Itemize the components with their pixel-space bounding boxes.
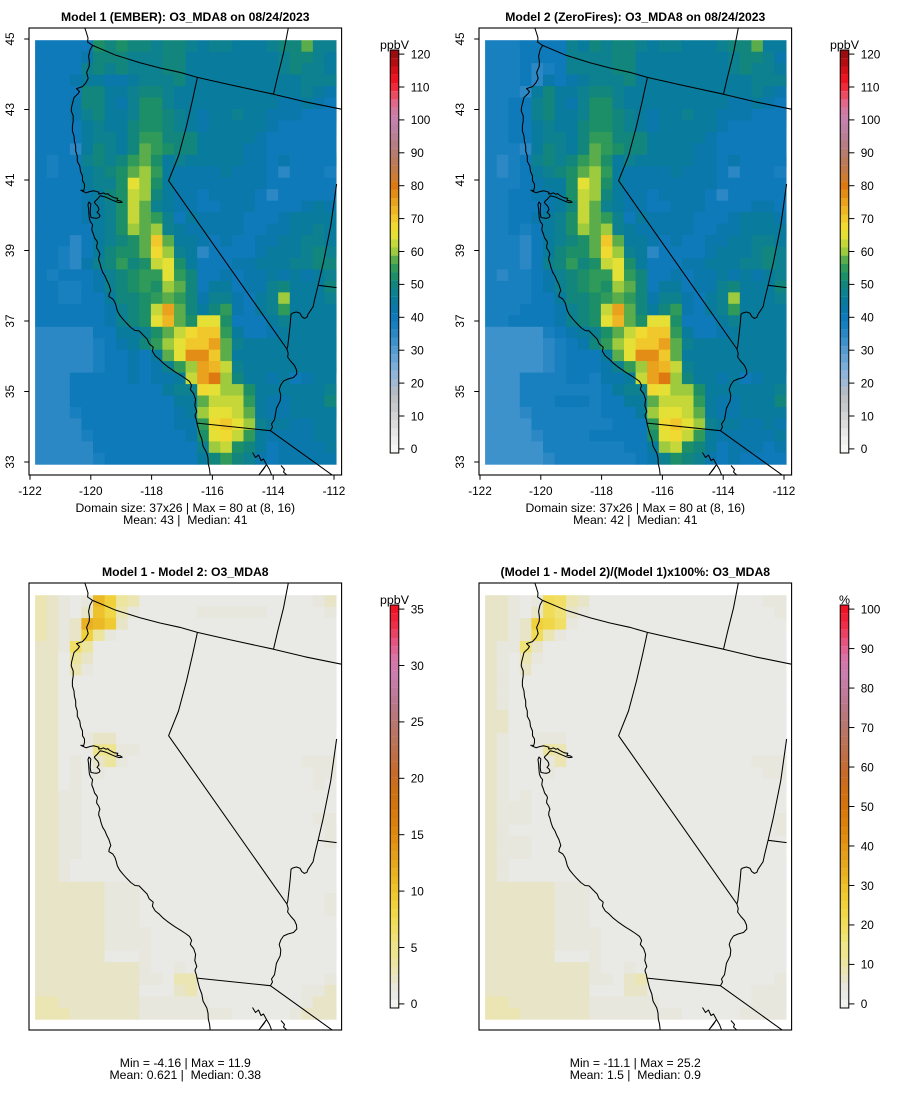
svg-text:10: 10 xyxy=(861,409,875,423)
svg-text:-120: -120 xyxy=(79,484,103,498)
svg-text:-120: -120 xyxy=(529,484,553,498)
svg-text:50: 50 xyxy=(411,278,425,292)
svg-text:80: 80 xyxy=(861,179,875,193)
svg-text:70: 70 xyxy=(411,212,425,226)
svg-text:Mean: 1.5 | Median: 0.9: Mean: 1.5 | Median: 0.9 xyxy=(570,1068,701,1082)
svg-text:60: 60 xyxy=(861,245,875,259)
svg-text:41: 41 xyxy=(453,173,467,186)
svg-text:43: 43 xyxy=(453,103,467,117)
svg-text:70: 70 xyxy=(861,721,875,735)
svg-text:45: 45 xyxy=(453,32,467,46)
svg-text:45: 45 xyxy=(3,32,17,46)
svg-text:30: 30 xyxy=(411,344,425,358)
svg-text:41: 41 xyxy=(3,173,17,186)
svg-text:120: 120 xyxy=(411,47,431,61)
svg-text:Domain size: 37x26 | Max = 80: Domain size: 37x26 | Max = 80 at (8, 16) xyxy=(525,501,745,515)
svg-text:70: 70 xyxy=(861,212,875,226)
svg-text:0: 0 xyxy=(861,997,868,1011)
svg-text:60: 60 xyxy=(861,760,875,774)
svg-text:(Model 1 - Model 2)/(Model 1)x: (Model 1 - Model 2)/(Model 1)x100%: O3_M… xyxy=(501,565,771,579)
svg-text:-116: -116 xyxy=(651,484,674,498)
svg-text:35: 35 xyxy=(411,602,425,616)
svg-text:90: 90 xyxy=(861,642,875,656)
svg-text:0: 0 xyxy=(411,997,418,1011)
svg-text:-116: -116 xyxy=(201,484,224,498)
svg-text:-114: -114 xyxy=(262,484,285,498)
svg-text:35: 35 xyxy=(3,385,17,399)
svg-text:100: 100 xyxy=(861,113,881,127)
svg-text:30: 30 xyxy=(411,659,425,673)
svg-text:Model 2 (ZeroFires): O3_MDA8 o: Model 2 (ZeroFires): O3_MDA8 on 08/24/20… xyxy=(505,10,765,24)
svg-text:10: 10 xyxy=(861,958,875,972)
svg-text:20: 20 xyxy=(411,376,425,390)
svg-text:10: 10 xyxy=(411,884,425,898)
svg-text:-112: -112 xyxy=(773,484,796,498)
svg-text:30: 30 xyxy=(861,879,875,893)
svg-text:%: % xyxy=(839,593,850,607)
svg-text:-112: -112 xyxy=(323,484,346,498)
svg-text:100: 100 xyxy=(411,113,431,127)
svg-text:Min = -11.1 | Max = 25.2: Min = -11.1 | Max = 25.2 xyxy=(570,1056,701,1070)
svg-text:110: 110 xyxy=(411,80,430,94)
svg-text:10: 10 xyxy=(411,409,425,423)
svg-text:20: 20 xyxy=(861,918,875,932)
svg-text:35: 35 xyxy=(453,385,467,399)
svg-text:0: 0 xyxy=(411,442,418,456)
svg-text:20: 20 xyxy=(861,376,875,390)
svg-text:90: 90 xyxy=(861,146,875,160)
svg-text:37: 37 xyxy=(3,314,17,327)
svg-text:40: 40 xyxy=(861,839,875,853)
svg-text:25: 25 xyxy=(411,715,425,729)
svg-text:50: 50 xyxy=(861,800,875,814)
svg-text:120: 120 xyxy=(861,47,881,61)
svg-text:33: 33 xyxy=(453,455,467,469)
svg-text:ppbV: ppbV xyxy=(830,38,860,52)
svg-text:39: 39 xyxy=(3,244,17,257)
svg-text:ppbV: ppbV xyxy=(380,38,410,52)
svg-text:30: 30 xyxy=(861,344,875,358)
svg-text:15: 15 xyxy=(411,828,425,842)
svg-text:80: 80 xyxy=(411,179,425,193)
svg-text:Mean: 42 | Median: 41: Mean: 42 | Median: 41 xyxy=(573,513,698,527)
svg-text:ppbV: ppbV xyxy=(380,593,410,607)
svg-text:60: 60 xyxy=(411,245,425,259)
svg-text:40: 40 xyxy=(411,311,425,325)
svg-text:100: 100 xyxy=(861,602,881,616)
svg-text:Model 1 - Model 2: O3_MDA8: Model 1 - Model 2: O3_MDA8 xyxy=(102,565,269,579)
svg-text:39: 39 xyxy=(453,244,467,257)
svg-text:-114: -114 xyxy=(712,484,735,498)
svg-text:110: 110 xyxy=(861,80,880,94)
svg-text:Min = -4.16 | Max = 11.9: Min = -4.16 | Max = 11.9 xyxy=(120,1056,251,1070)
svg-text:37: 37 xyxy=(453,314,467,327)
svg-text:33: 33 xyxy=(3,455,17,469)
svg-text:40: 40 xyxy=(861,311,875,325)
svg-text:80: 80 xyxy=(861,681,875,695)
svg-text:20: 20 xyxy=(411,772,425,786)
svg-text:Mean: 0.621 | Median: 0.38: Mean: 0.621 | Median: 0.38 xyxy=(110,1068,262,1082)
svg-text:Domain size: 37x26 | Max = 80: Domain size: 37x26 | Max = 80 at (8, 16) xyxy=(75,501,295,515)
svg-text:-122: -122 xyxy=(18,484,42,498)
svg-text:0: 0 xyxy=(861,442,868,456)
svg-text:Model 1 (EMBER): O3_MDA8 on 08: Model 1 (EMBER): O3_MDA8 on 08/24/2023 xyxy=(61,10,310,24)
svg-text:Mean: 43 | Median: 41: Mean: 43 | Median: 41 xyxy=(123,513,248,527)
svg-text:5: 5 xyxy=(411,941,418,955)
svg-text:50: 50 xyxy=(861,278,875,292)
svg-text:-118: -118 xyxy=(140,484,163,498)
svg-text:-122: -122 xyxy=(468,484,492,498)
svg-text:-118: -118 xyxy=(590,484,613,498)
svg-text:90: 90 xyxy=(411,146,425,160)
svg-text:43: 43 xyxy=(3,103,17,117)
